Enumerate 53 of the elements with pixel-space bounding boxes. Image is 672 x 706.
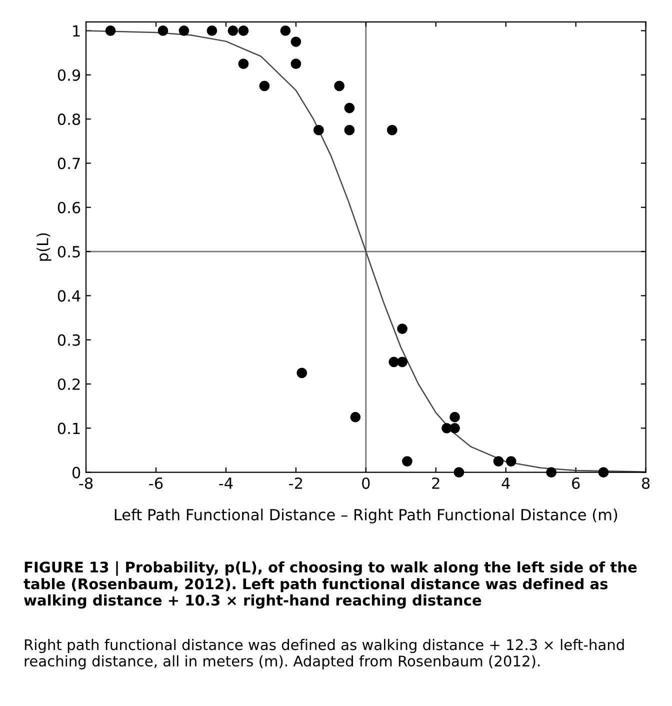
point: [290, 58, 302, 70]
x-tick-label: -2: [289, 477, 302, 489]
point: [280, 26, 291, 36]
point: [450, 412, 460, 422]
text: Right path functional distance was defined as walking distance + 12.3 × left-hand reaching distance, all in meters (m). Adapted from Rosenbaum (2012).: [24, 638, 624, 670]
point: [344, 102, 355, 114]
point: [546, 467, 557, 478]
x-tick-label: 0: [362, 477, 370, 489]
x-tick-label: 8: [642, 477, 650, 489]
y-tick-label: 0.9: [58, 69, 80, 81]
point: [397, 356, 408, 368]
x-tick-label: -4: [219, 478, 233, 489]
point: [386, 124, 398, 136]
x-tick-label: -8: [79, 477, 93, 489]
y-tick-label: 0.6: [58, 202, 80, 214]
y-tick-label: 0.7: [58, 158, 80, 170]
caption: FIGURE 13 | Probability, p(L), of choosing to walk along the left side of the table (Rosenbaum, 2012). Left path functional distance was defined as walking distance + 10.3 × right-hand reaching distance: [24, 561, 637, 609]
point: [388, 356, 400, 368]
y-tick-label: 0.3: [58, 334, 80, 346]
point: [397, 324, 408, 334]
x-tick-label: 6: [572, 477, 580, 489]
x-tick-label: -6: [149, 477, 163, 489]
point: [290, 36, 302, 47]
y-axis-title: p(L): [36, 233, 52, 261]
y-tick-label: 0.8: [58, 114, 80, 126]
point: [228, 26, 238, 36]
point: [313, 124, 324, 136]
point: [506, 456, 516, 466]
point: [178, 26, 190, 36]
point: [402, 456, 412, 466]
y-tick-label: 0.2: [58, 378, 80, 390]
point: [206, 26, 218, 36]
y-tick-label: 0: [72, 466, 80, 478]
point: [454, 467, 464, 478]
point: [344, 124, 355, 136]
point: [350, 412, 361, 422]
y-tick-label: 1: [73, 25, 80, 37]
y-tick-label: 0.5: [58, 246, 80, 258]
point: [105, 26, 116, 36]
point: [493, 456, 504, 466]
point: [334, 80, 345, 92]
point: [450, 422, 460, 434]
point: [238, 26, 249, 36]
x-axis-title: Left Path Functional Distance – Right Path Functional Distance (m): [114, 508, 618, 524]
point: [259, 80, 270, 92]
x-tick-label: 4: [502, 478, 510, 489]
y-tick-label: 0.1: [58, 422, 80, 434]
point: [238, 58, 249, 70]
point: [296, 368, 308, 378]
point: [158, 26, 168, 36]
x-tick-label: 2: [432, 477, 440, 489]
point: [598, 467, 609, 478]
y-tick-label: 0.4: [58, 290, 80, 302]
